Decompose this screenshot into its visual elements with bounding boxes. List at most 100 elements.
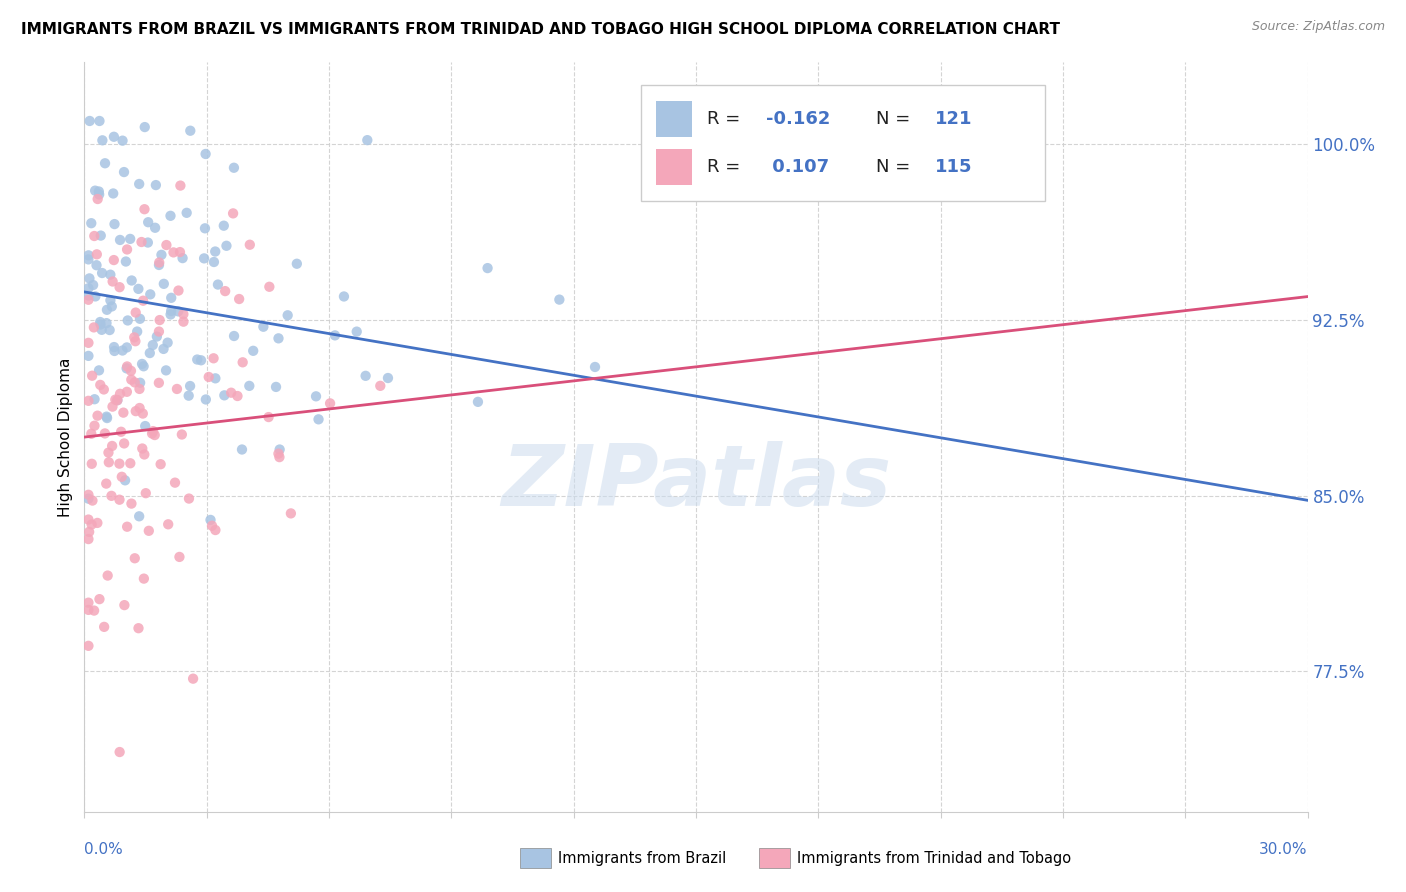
Point: [117, 313, 139, 327]
Point: [94, 156, 117, 170]
Point: [200, 513, 222, 527]
Bar: [655, 101, 692, 136]
Point: [96, 302, 118, 317]
Point: [77, 512, 100, 526]
Point: [77, 252, 100, 267]
Point: [93, 383, 115, 397]
Point: [131, 442, 153, 456]
Point: [98, 268, 121, 282]
Point: [131, 357, 153, 371]
Point: [77, 248, 100, 262]
Bar: [655, 149, 692, 186]
Point: [277, 308, 299, 322]
Point: [134, 202, 156, 217]
Point: [132, 359, 155, 374]
Point: [84, 289, 107, 303]
Point: [108, 387, 131, 401]
Point: [128, 382, 150, 396]
Point: [231, 442, 253, 457]
Point: [127, 282, 149, 296]
Point: [90, 318, 112, 332]
Point: [97, 445, 120, 459]
Point: [110, 425, 132, 439]
Point: [82, 368, 104, 383]
Point: [115, 384, 138, 399]
Point: [86, 516, 108, 530]
Point: [222, 329, 245, 343]
Point: [103, 129, 125, 144]
Point: [98, 323, 121, 337]
Point: [94, 426, 117, 441]
Text: 30.0%: 30.0%: [1260, 842, 1308, 857]
Point: [124, 334, 146, 349]
Point: [179, 124, 201, 138]
Point: [127, 325, 149, 339]
Point: [80, 517, 103, 532]
Point: [323, 328, 346, 343]
Point: [100, 489, 122, 503]
Point: [160, 304, 183, 318]
Point: [228, 292, 250, 306]
Point: [115, 254, 138, 268]
Point: [96, 409, 118, 424]
Point: [111, 343, 134, 358]
Point: [157, 517, 180, 532]
Point: [96, 411, 118, 425]
Point: [202, 255, 225, 269]
Point: [148, 258, 170, 272]
Text: 0.107: 0.107: [766, 159, 828, 177]
Text: N =: N =: [876, 110, 915, 128]
Point: [214, 388, 236, 402]
Point: [159, 308, 181, 322]
Point: [139, 287, 162, 301]
Point: [267, 447, 290, 461]
Point: [194, 221, 217, 235]
Point: [101, 300, 124, 314]
Point: [333, 289, 356, 303]
Point: [77, 639, 100, 653]
Point: [112, 598, 135, 612]
Point: [162, 245, 184, 260]
Point: [153, 277, 176, 291]
Point: [132, 293, 155, 308]
Text: Immigrants from Trinidad and Tobago: Immigrants from Trinidad and Tobago: [797, 851, 1071, 865]
Point: [167, 304, 190, 318]
Point: [80, 426, 103, 441]
Point: [129, 376, 152, 390]
Point: [108, 233, 131, 247]
Point: [86, 258, 108, 272]
Point: [97, 455, 120, 469]
Text: R =: R =: [707, 110, 747, 128]
Point: [305, 389, 328, 403]
Point: [204, 244, 226, 259]
Point: [186, 352, 208, 367]
Point: [115, 359, 138, 374]
Text: Immigrants from Brazil: Immigrants from Brazil: [558, 851, 727, 865]
Point: [77, 532, 100, 546]
Point: [136, 235, 159, 250]
Text: R =: R =: [707, 159, 747, 177]
Point: [108, 457, 131, 471]
Point: [138, 524, 160, 538]
Point: [155, 363, 177, 377]
Point: [377, 371, 399, 385]
Point: [77, 288, 100, 302]
Point: [134, 419, 156, 434]
Point: [105, 393, 128, 408]
Point: [124, 376, 146, 390]
Point: [104, 392, 127, 407]
Point: [169, 245, 191, 260]
Point: [146, 329, 169, 343]
Point: [82, 493, 104, 508]
Point: [83, 392, 105, 407]
Point: [202, 351, 225, 366]
Point: [219, 385, 242, 400]
Point: [86, 192, 108, 206]
Point: [103, 253, 125, 268]
Point: [115, 519, 138, 533]
Text: Source: ZipAtlas.com: Source: ZipAtlas.com: [1251, 20, 1385, 33]
Point: [190, 353, 212, 368]
Point: [124, 551, 146, 566]
Point: [77, 488, 100, 502]
Text: ZIPatlas: ZIPatlas: [501, 441, 891, 524]
